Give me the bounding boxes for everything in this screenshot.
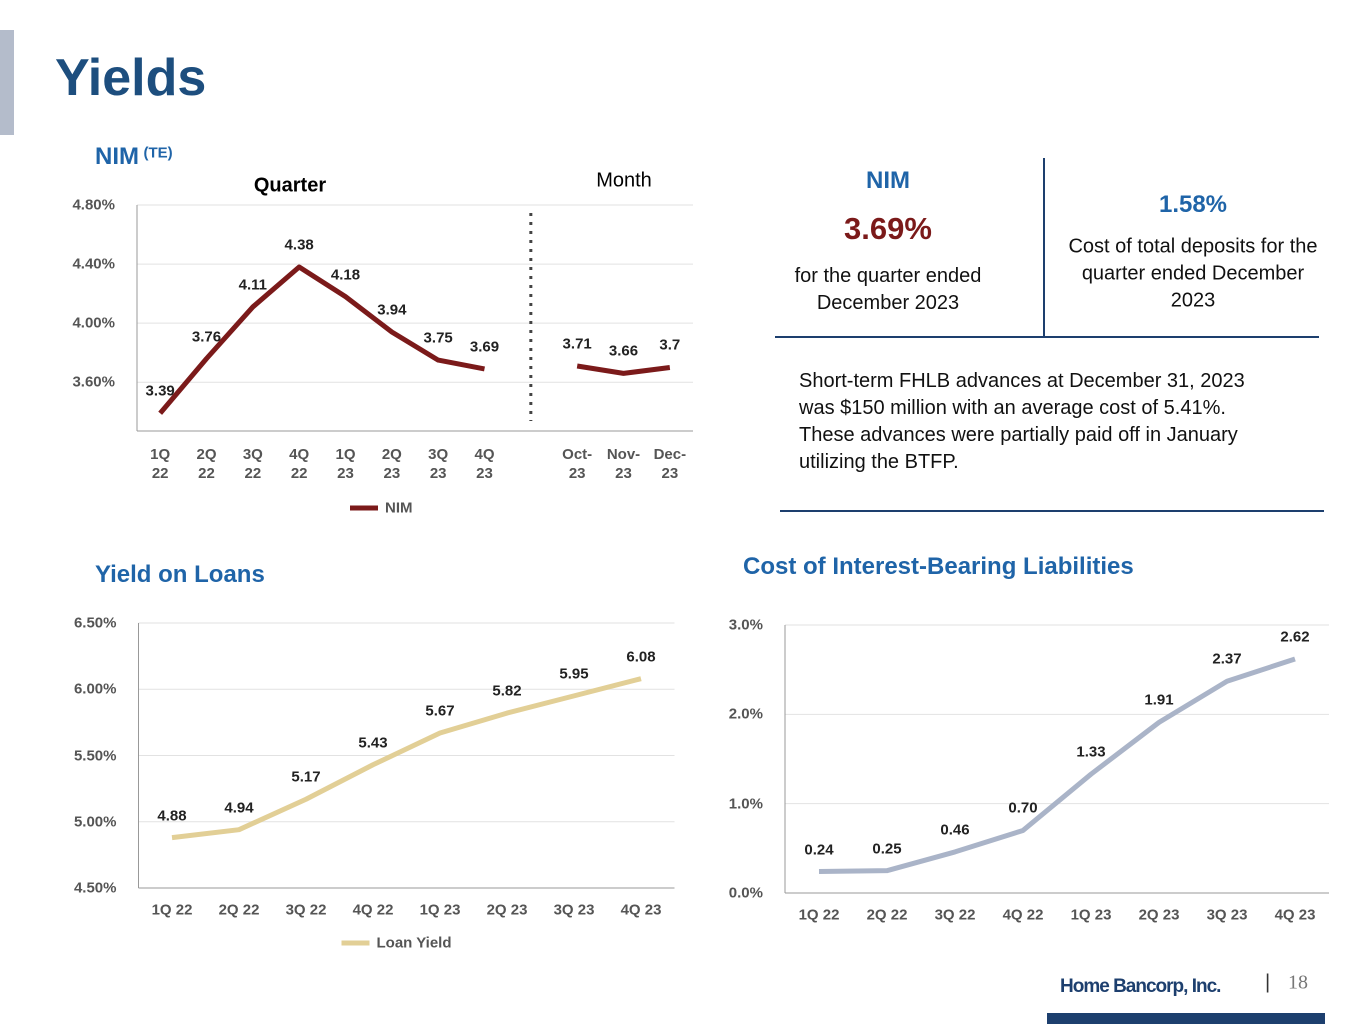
x-tick-label: 1Q 23 (419, 901, 461, 919)
x-tick-label: 2Q 23 (381, 446, 402, 482)
value-label: 5.95 (559, 665, 589, 683)
value-label: 0.46 (940, 821, 970, 839)
x-tick-label: 2Q 22 (866, 906, 908, 924)
value-label: 4.18 (330, 266, 361, 284)
value-label: 3.76 (191, 328, 222, 346)
x-tick-label: 3Q 23 (553, 901, 595, 919)
x-tick-label: Oct-23 (562, 446, 593, 482)
y-tick-label: 4.80% (72, 196, 115, 214)
value-label: 0.70 (1008, 799, 1038, 817)
value-label: 1.91 (1144, 691, 1174, 709)
chart-title: NIM (TE) (95, 143, 173, 171)
x-tick-label: 4Q 23 (620, 901, 662, 919)
x-tick-label: 3Q 22 (242, 446, 263, 482)
value-label: 4.88 (157, 807, 187, 825)
nim-text: for the quarter ended December 2023 (794, 265, 982, 314)
value-label: 1.33 (1076, 743, 1106, 761)
title-text: NIM (95, 143, 139, 170)
y-tick-label: 2.0% (728, 705, 763, 723)
value-label: 5.17 (291, 768, 321, 786)
value-label: 4.94 (224, 799, 254, 817)
y-tick-label: 6.00% (73, 680, 117, 698)
chart-title: Yield on Loans (95, 561, 265, 588)
y-tick-label: 5.50% (73, 747, 117, 764)
y-tick-label: 0.0% (728, 884, 763, 902)
value-label: 3.66 (608, 342, 639, 360)
slide-title: Yields (55, 49, 207, 107)
page-number: 18 (1288, 971, 1308, 994)
x-tick-label: 4Q 23 (1274, 906, 1316, 924)
deposit-text: Cost of total deposits for the quarter e… (1068, 235, 1318, 312)
x-tick-label: 2Q 22 (196, 446, 217, 482)
y-tick-label: 4.00% (72, 314, 115, 332)
title-superscript: (TE) (143, 144, 173, 162)
x-tick-label: 2Q 23 (1138, 906, 1180, 924)
x-tick-label: 1Q 22 (150, 446, 171, 482)
section-label: Month (596, 169, 652, 192)
deposit-value: 1.58% (1158, 191, 1228, 218)
value-label: 3.39 (145, 382, 175, 400)
y-tick-label: 4.50% (73, 879, 117, 897)
legend-label: Loan Yield (376, 934, 452, 952)
x-tick-label: 1Q 23 (1070, 906, 1112, 924)
value-label: 6.08 (626, 648, 656, 666)
x-tick-label: 2Q 23 (486, 901, 528, 919)
nim-value: 3.69% (844, 211, 932, 246)
accent-bar (0, 30, 14, 135)
x-tick-label: 3Q 22 (934, 906, 976, 924)
value-label: 2.62 (1280, 628, 1310, 646)
value-label: 3.75 (423, 329, 453, 347)
x-tick-label: Nov-23 (606, 446, 641, 482)
value-label: 3.69 (469, 338, 500, 356)
x-tick-label: 2Q 22 (218, 901, 260, 919)
x-tick-label: 3Q 23 (1206, 906, 1248, 924)
y-tick-label: 5.00% (73, 813, 117, 831)
y-tick-label: 3.60% (72, 373, 115, 391)
legend-label: NIM (385, 499, 413, 517)
x-tick-label: 3Q 23 (428, 446, 449, 482)
value-label: 2.37 (1212, 650, 1242, 668)
x-tick-label: 4Q 22 (289, 446, 310, 482)
value-label: 4.11 (238, 276, 268, 294)
logo: Home Bancorp, Inc. (1060, 976, 1221, 997)
x-tick-label: Dec-23 (653, 446, 687, 482)
footer-bar (1047, 1013, 1325, 1024)
value-label: 3.94 (377, 301, 407, 319)
value-label: 3.7 (659, 336, 681, 354)
line (158, 264, 671, 415)
value-label: 5.67 (425, 702, 455, 720)
value-label: 5.43 (358, 734, 388, 752)
y-tick-label: 3.0% (728, 616, 763, 634)
section-label: Quarter (253, 174, 327, 197)
y-tick-label: 1.0% (728, 795, 763, 813)
value-label: 0.25 (872, 840, 902, 858)
separator: | (1265, 971, 1271, 994)
nim-label: NIM (866, 167, 910, 194)
y-tick-label: 4.40% (72, 255, 115, 273)
value-label: 4.38 (284, 236, 314, 254)
x-tick-label: 4Q 22 (352, 901, 394, 919)
line (818, 656, 1296, 875)
x-tick-label: 3Q 22 (285, 901, 327, 919)
x-tick-label: 1Q 22 (798, 906, 840, 924)
x-tick-label: 1Q 22 (151, 901, 193, 919)
value-label: 5.82 (492, 682, 522, 700)
x-tick-label: 4Q 23 (474, 446, 495, 482)
y-tick-label: 6.50% (73, 614, 117, 632)
value-label: 3.71 (562, 335, 592, 353)
x-tick-label: 4Q 22 (1002, 906, 1044, 924)
note: Short-term FHLB advances at December 31,… (799, 370, 1245, 473)
x-tick-label: 1Q 23 (335, 446, 356, 482)
value-label: 0.24 (804, 841, 834, 859)
line (171, 676, 642, 841)
chart-title: Cost of Interest-Bearing Liabilities (743, 553, 1134, 580)
